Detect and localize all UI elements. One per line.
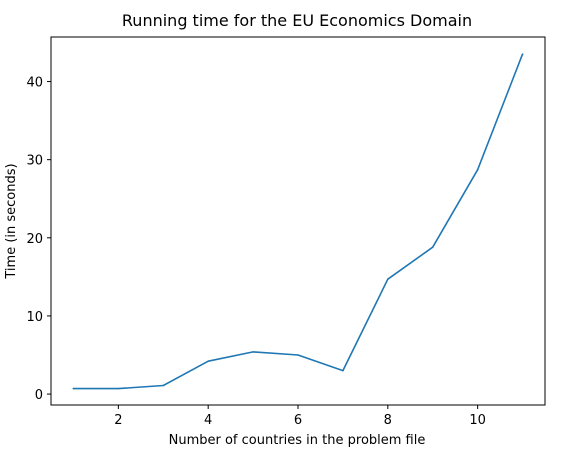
data-point	[117, 387, 120, 390]
data-point	[162, 384, 165, 387]
x-tick-label: 8	[384, 413, 392, 428]
y-tick-label: 0	[35, 388, 43, 403]
x-tick-label: 10	[469, 413, 486, 428]
data-point	[431, 246, 434, 248]
data-point	[207, 360, 209, 363]
y-tick-label: 30	[26, 154, 43, 169]
y-tick-label: 10	[26, 310, 43, 325]
x-tick-label: 6	[294, 413, 302, 428]
data-point	[521, 53, 524, 55]
data-point	[297, 354, 299, 356]
x-tick-label: 2	[114, 413, 122, 428]
data-point	[342, 369, 344, 372]
y-axis-label: Time (in seconds)	[4, 163, 19, 279]
data-point	[252, 351, 254, 353]
data-point	[72, 387, 75, 390]
data-point	[387, 278, 389, 281]
y-tick-label: 40	[26, 76, 43, 91]
y-tick-label: 20	[26, 232, 43, 247]
x-axis-label: Number of countries in the problem file	[169, 433, 426, 448]
chart-title: Running time for the EU Economics Domain	[122, 11, 472, 30]
plot-area: 2 4 6 8 10 0 10 20 30 40	[26, 36, 546, 428]
data-point	[476, 169, 479, 171]
x-tick-label: 4	[204, 413, 212, 428]
